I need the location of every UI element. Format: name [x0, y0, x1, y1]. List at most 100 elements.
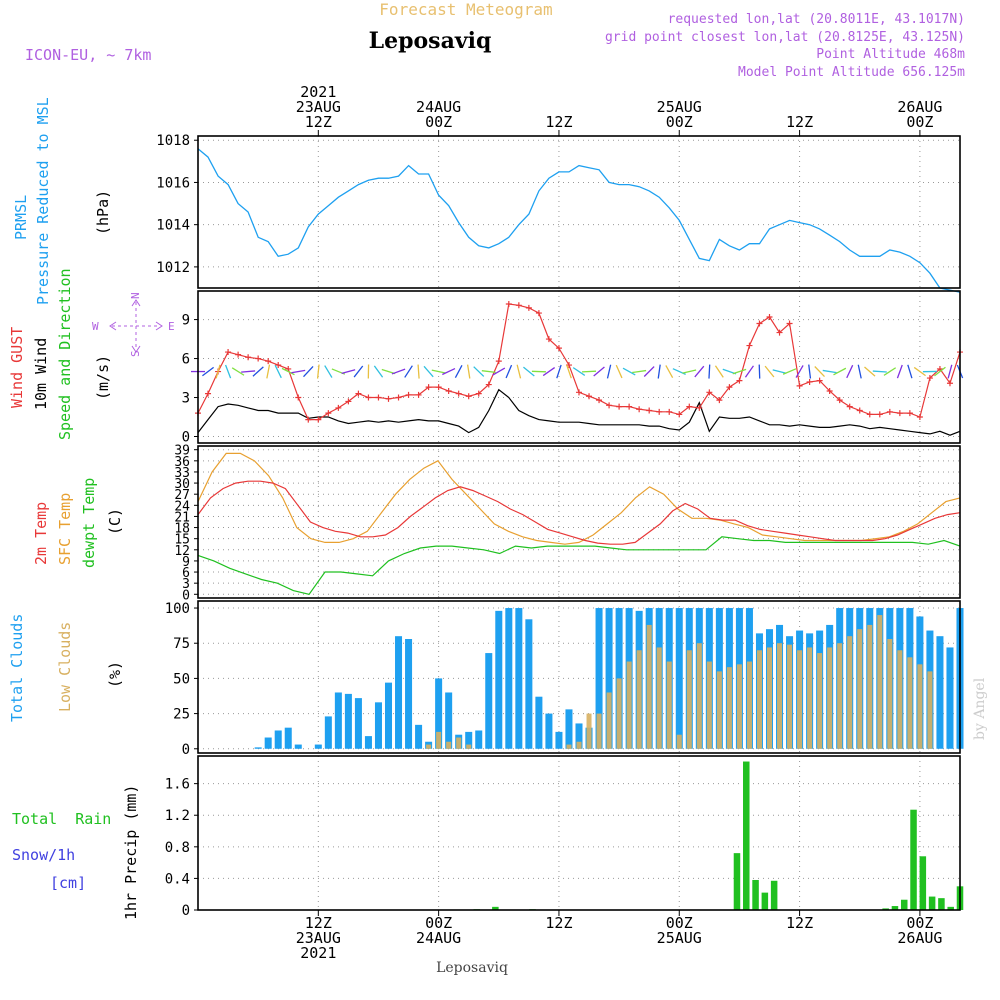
requested-location: requested lon,lat (20.8011E, 43.1017N): [668, 12, 965, 27]
y-tick-label: 1016: [156, 175, 190, 191]
rain-bar: [919, 856, 927, 910]
y-tick-label: 24: [174, 499, 190, 514]
low-cloud-bar: [927, 671, 933, 749]
y-tick-label: 25: [173, 707, 190, 723]
gust-marker: [515, 302, 522, 309]
low-cloud-bar: [606, 692, 612, 749]
low-cloud-bar: [877, 615, 883, 749]
2m-temp-line: [197, 480, 961, 545]
gust-marker: [846, 403, 853, 410]
total-cloud-bar: [555, 731, 563, 749]
y-tick-label: 0.4: [165, 871, 190, 887]
gust-marker: [235, 351, 242, 358]
y-tick-label: 27: [174, 488, 190, 503]
total-cloud-bar: [254, 747, 262, 749]
gust-marker: [415, 391, 422, 398]
bottom-time-label: 00Z: [425, 914, 452, 932]
low-cloud-bar: [426, 744, 432, 749]
compass-arrows-icon: [109, 299, 163, 353]
compass-e: E: [168, 320, 175, 333]
gust-marker: [916, 414, 923, 421]
temp-label-2m: 2m Temp: [32, 502, 50, 565]
gust-marker: [465, 393, 472, 400]
panel-frame: [197, 290, 961, 444]
pressure-label-prmsl: PRMSL: [12, 195, 30, 240]
y-tick-label: 39: [174, 444, 190, 459]
wind-barb: [814, 366, 825, 378]
low-cloud-bar: [666, 661, 672, 749]
wind-barb: [744, 365, 754, 378]
temp-label-sfc: SFC Temp: [56, 493, 74, 565]
gust-marker: [636, 406, 643, 413]
bottom-time-label: 12Z: [786, 914, 813, 932]
gust-marker: [305, 416, 312, 423]
pressure-line: [197, 148, 961, 293]
wind-label-gust: Wind GUST: [8, 327, 26, 408]
top-time-label: 12Z: [305, 113, 332, 131]
gust-marker: [265, 358, 272, 365]
precip-panel: 0 0.4 0.8 1.2 1.6: [165, 755, 964, 919]
gust-marker: [435, 384, 442, 391]
pressure-label-msl: Pressure Reduced to MSL: [34, 97, 52, 305]
y-tick-label: 21: [174, 510, 190, 525]
total-cloud-bar: [535, 696, 543, 749]
y-tick-label: 0: [182, 903, 190, 919]
panel-frame: [197, 135, 961, 289]
low-cloud-bar: [646, 624, 652, 749]
low-cloud-bar: [576, 741, 582, 749]
low-cloud-bar: [446, 741, 452, 749]
top-time-label: 12Z: [545, 113, 572, 131]
gust-marker: [395, 394, 402, 401]
gust-marker: [596, 397, 603, 404]
top-time-label: 2021: [300, 83, 336, 101]
wind-barb: [324, 365, 333, 378]
gust-marker: [766, 313, 773, 320]
gust-marker: [746, 342, 753, 349]
wind-labels: Wind GUST 10m Wind Speed and Direction (…: [8, 268, 112, 440]
gust-marker: [375, 394, 382, 401]
y-tick-label: 15: [174, 533, 190, 548]
pressure-labels: PRMSL Pressure Reduced to MSL (hPa): [12, 97, 112, 305]
cloud-label-low: Low Clouds: [56, 622, 74, 712]
low-cloud-bar: [466, 744, 472, 749]
wind-label-10m: 10m Wind: [32, 338, 50, 410]
gust-marker: [926, 375, 933, 382]
low-cloud-bar: [746, 661, 752, 749]
low-cloud-bar: [887, 639, 893, 749]
wind-barb: [913, 366, 926, 377]
wind-barb: [732, 368, 747, 375]
gust-marker: [576, 389, 582, 396]
y-tick-label: 1014: [156, 218, 190, 234]
wind-barb: [632, 369, 647, 374]
gust-marker: [886, 408, 893, 415]
total-cloud-bar: [445, 692, 453, 749]
gust-marker: [796, 382, 803, 389]
low-cloud-bar: [777, 643, 783, 749]
gust-marker: [826, 388, 833, 395]
gust-marker: [906, 410, 913, 417]
total-cloud-bar: [324, 716, 332, 749]
low-cloud-bar: [456, 737, 462, 749]
top-time-label: 23AUG: [296, 98, 341, 116]
low-cloud-bar: [827, 647, 833, 749]
total-cloud-bar: [505, 608, 513, 749]
gust-marker: [545, 336, 552, 343]
low-cloud-bar: [626, 661, 632, 749]
total-cloud-bar: [605, 608, 613, 749]
clouds-panel: 0 25 50 75 100: [165, 600, 964, 758]
gust-marker: [696, 404, 703, 411]
low-cloud-bar: [656, 647, 662, 749]
gust-marker: [786, 320, 793, 327]
low-cloud-bar: [917, 664, 923, 749]
compass-w: W: [92, 320, 99, 333]
gust-marker: [896, 410, 903, 417]
total-cloud-bar: [354, 698, 362, 749]
total-cloud-bar: [485, 653, 493, 749]
precip-label-cm: [cm]: [50, 874, 86, 892]
wind-barb: [423, 365, 434, 378]
wind-barb: [714, 365, 724, 378]
gust-marker: [646, 407, 653, 414]
wind-barb: [934, 366, 946, 377]
low-cloud-bar: [436, 731, 442, 749]
